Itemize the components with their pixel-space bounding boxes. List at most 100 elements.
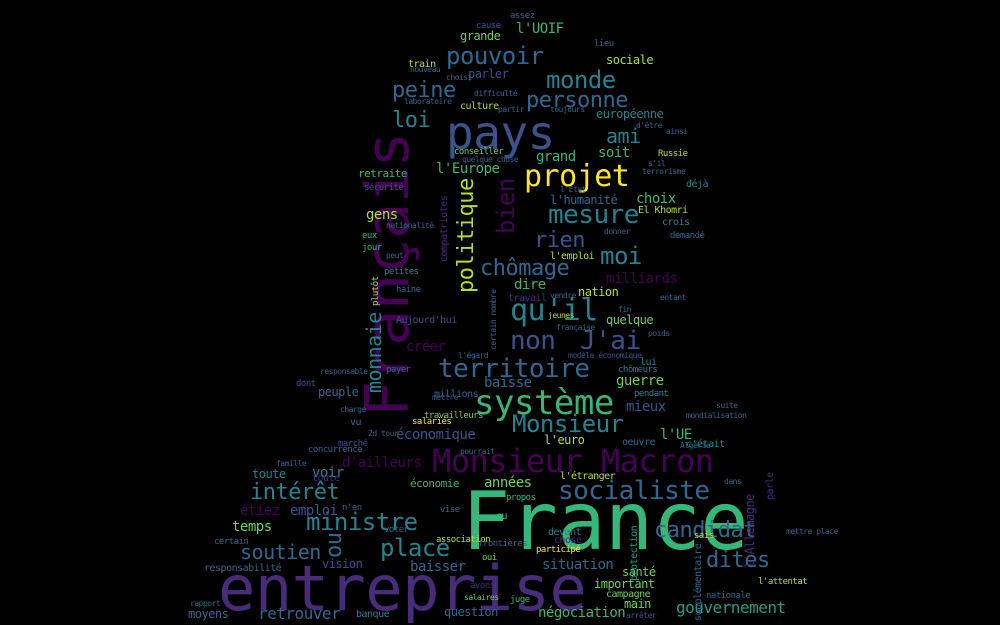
word-cloud-term: candidat xyxy=(654,518,756,543)
word-cloud-term: non xyxy=(510,326,556,356)
word-cloud-term: peut xyxy=(386,251,404,260)
word-cloud-term: milliards xyxy=(606,271,678,287)
word-cloud-term: française xyxy=(556,323,595,332)
word-cloud-term: compatriotes xyxy=(439,195,450,262)
word-cloud-term: voir xyxy=(312,465,344,481)
word-cloud-term: intérêt xyxy=(250,480,340,505)
word-cloud-term: petites xyxy=(384,267,419,277)
word-cloud-term: grand xyxy=(536,149,576,165)
word-cloud-term: ami xyxy=(606,124,641,148)
word-cloud-term: oeuvre xyxy=(622,437,656,448)
word-cloud-term: mesure xyxy=(548,200,639,230)
word-cloud-term: question xyxy=(444,605,498,619)
word-cloud-term: nouveau xyxy=(410,65,441,74)
word-cloud-term: terrorisme xyxy=(642,167,686,176)
word-cloud-term: pays xyxy=(446,106,555,160)
word-cloud-term: gens xyxy=(366,207,398,223)
word-cloud-term: quelque xyxy=(606,313,654,327)
word-cloud-term: devant xyxy=(548,527,582,538)
word-cloud-term: moi xyxy=(600,242,642,270)
word-cloud-term: eu xyxy=(496,511,508,522)
word-cloud-term: propos xyxy=(506,493,536,503)
word-cloud-term: quelque chose xyxy=(462,155,519,164)
word-cloud-term: plutôt xyxy=(371,276,381,306)
word-cloud-term: situation xyxy=(542,557,614,573)
word-cloud-term: marché xyxy=(338,439,368,449)
word-cloud-term: dire xyxy=(514,277,546,293)
word-cloud-term: d'ailleurs xyxy=(342,455,422,471)
word-cloud-term: chômage xyxy=(480,256,570,281)
word-cloud-term: retrouver xyxy=(258,604,341,623)
word-cloud-term: ainsi xyxy=(666,127,688,136)
word-cloud-term: système xyxy=(474,383,614,423)
word-cloud-term: train xyxy=(408,59,436,70)
word-cloud-term: parler xyxy=(468,67,509,81)
word-cloud-term: assez xyxy=(510,11,535,21)
word-cloud-term: salaires xyxy=(464,593,499,602)
word-cloud-term: travailleurs xyxy=(424,411,484,421)
word-cloud-term: famille xyxy=(276,459,307,468)
word-cloud-term: vendre xyxy=(550,291,576,300)
word-cloud-term: participé xyxy=(536,545,581,555)
word-cloud-term: toujours xyxy=(550,105,585,114)
word-cloud-term: El Khomri xyxy=(638,205,688,216)
word-cloud-term: c'était xyxy=(686,439,725,450)
word-cloud-term: responsable xyxy=(320,367,368,376)
word-cloud-term: économie xyxy=(410,477,459,490)
word-cloud-term: cause xyxy=(476,21,501,31)
word-cloud-term: dites xyxy=(706,548,770,573)
word-cloud-term: créer xyxy=(406,339,446,355)
word-cloud-term: important xyxy=(594,577,655,591)
word-cloud-term: années xyxy=(484,475,532,491)
word-cloud-term: l'égard xyxy=(458,351,489,360)
word-cloud-term: moyens xyxy=(188,607,229,621)
word-cloud-term: Monsieur Macron xyxy=(432,442,714,480)
word-cloud-term: baisser xyxy=(410,559,466,575)
word-cloud-term: politique xyxy=(454,178,479,293)
word-cloud-term: banque xyxy=(356,609,390,620)
word-cloud-term: qu'il xyxy=(510,293,598,328)
word-cloud-term: Aujourd'hui xyxy=(396,315,457,326)
word-cloud-term: donner xyxy=(604,227,630,236)
word-cloud-term: suite xyxy=(716,401,738,410)
word-cloud-term: Russie xyxy=(658,149,688,159)
word-cloud-term: étiez xyxy=(240,503,280,519)
word-cloud-term: sécurité xyxy=(364,183,404,193)
word-cloud-term: avons xyxy=(470,581,495,591)
word-cloud-term: peine xyxy=(392,78,456,103)
word-cloud-term: l'attentat xyxy=(758,577,808,587)
word-cloud-term: nation xyxy=(578,285,619,299)
word-cloud-term: eux xyxy=(362,231,377,241)
word-cloud-term: vision xyxy=(322,557,363,571)
word-cloud-term: main xyxy=(624,597,651,611)
word-cloud-term: l'emploi xyxy=(550,251,595,262)
word-cloud-term: payer xyxy=(386,365,411,375)
word-cloud-term: poids xyxy=(648,329,670,338)
word-cloud-term: peuple xyxy=(318,385,359,399)
word-cloud-term: négociation xyxy=(538,605,626,621)
word-cloud-term: dans xyxy=(724,477,742,486)
word-cloud-term: l'Allemagne xyxy=(743,494,757,568)
word-cloud-term: toute xyxy=(312,473,340,484)
word-cloud-term: demandé xyxy=(670,231,705,241)
word-cloud-term: l'UE xyxy=(660,427,692,443)
word-cloud-term: choix xyxy=(636,191,676,207)
word-cloud-term: jour xyxy=(362,243,382,253)
word-cloud-term: retraite xyxy=(358,167,407,180)
word-cloud-term: place xyxy=(380,534,450,562)
word-cloud-term: modèle économique xyxy=(568,351,642,360)
word-cloud-term: chômeurs xyxy=(618,365,658,375)
word-cloud-term: J'ai xyxy=(580,326,641,356)
word-cloud-term: rapport xyxy=(190,599,221,608)
word-cloud-term: certain nombre xyxy=(489,289,498,350)
word-cloud-term: mettre xyxy=(432,393,458,402)
word-cloud-term: entant xyxy=(660,293,686,302)
word-cloud-term: n'en xyxy=(342,503,362,513)
word-cloud-term: guerre xyxy=(616,373,664,389)
word-cloud-term: monnaie xyxy=(362,312,386,393)
word-cloud-term: soutien xyxy=(240,540,321,564)
word-cloud-term: protection xyxy=(629,525,640,581)
word-cloud-term: lui xyxy=(640,357,657,368)
word-cloud-term: grande xyxy=(460,29,501,43)
word-cloud-term: mondialisation xyxy=(686,411,747,420)
